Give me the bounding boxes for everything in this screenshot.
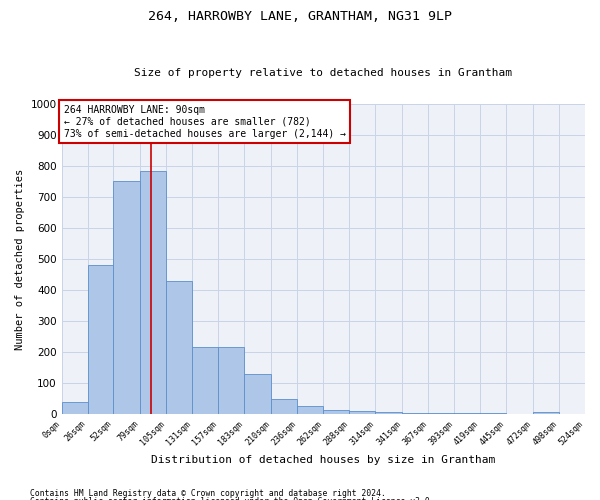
Bar: [323, 410, 349, 414]
Bar: [218, 348, 244, 414]
Text: Contains HM Land Registry data © Crown copyright and database right 2024.: Contains HM Land Registry data © Crown c…: [30, 488, 386, 498]
Bar: [454, 412, 480, 414]
Text: 264, HARROWBY LANE, GRANTHAM, NG31 9LP: 264, HARROWBY LANE, GRANTHAM, NG31 9LP: [148, 10, 452, 23]
Bar: [166, 280, 193, 414]
Text: 264 HARROWBY LANE: 90sqm
← 27% of detached houses are smaller (782)
73% of semi-: 264 HARROWBY LANE: 90sqm ← 27% of detach…: [64, 106, 346, 138]
Bar: [88, 265, 113, 414]
Text: Contains public sector information licensed under the Open Government Licence v3: Contains public sector information licen…: [30, 497, 434, 500]
Bar: [193, 348, 218, 414]
Bar: [480, 412, 506, 414]
Title: Size of property relative to detached houses in Grantham: Size of property relative to detached ho…: [134, 68, 512, 78]
Bar: [402, 412, 428, 414]
Y-axis label: Number of detached properties: Number of detached properties: [15, 168, 25, 350]
Bar: [113, 182, 140, 414]
Bar: [244, 374, 271, 414]
X-axis label: Distribution of detached houses by size in Grantham: Distribution of detached houses by size …: [151, 455, 496, 465]
Bar: [140, 170, 166, 414]
Bar: [271, 398, 297, 414]
Bar: [533, 412, 559, 414]
Bar: [349, 411, 375, 414]
Bar: [297, 406, 323, 414]
Bar: [428, 412, 454, 414]
Bar: [62, 402, 88, 414]
Bar: [375, 412, 402, 414]
